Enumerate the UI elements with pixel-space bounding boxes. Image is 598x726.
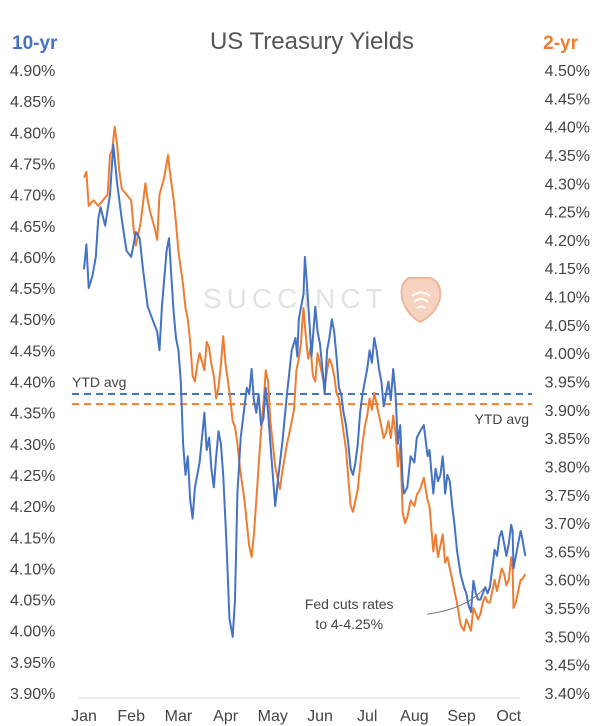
right-tick-label: 3.50% xyxy=(545,629,590,646)
x-tick-label: May xyxy=(258,708,288,725)
chart-title: US Treasury Yields xyxy=(210,28,414,55)
left-tick-label: 4.00% xyxy=(10,624,55,641)
x-tick-label: Feb xyxy=(117,708,145,725)
left-tick-label: 4.15% xyxy=(10,530,55,547)
right-tick-label: 3.55% xyxy=(545,601,590,618)
right-tick-label: 4.40% xyxy=(545,120,590,137)
right-axis-title: 2-yr xyxy=(543,33,578,54)
right-axis-ticks: 4.50% 4.45% 4.40% 4.35% 4.30% 4.25% 4.20% 4.15%… xyxy=(545,63,590,703)
right-tick-label: 3.90% xyxy=(545,403,590,420)
right-tick-label: 3.80% xyxy=(545,459,590,476)
right-tick-label: 4.50% xyxy=(545,63,590,80)
x-tick-label: Mar xyxy=(165,708,193,725)
left-tick-label: 4.10% xyxy=(10,561,55,578)
x-tick-label: Jul xyxy=(357,708,377,725)
left-tick-label: 4.55% xyxy=(10,281,55,298)
series-line-2yr xyxy=(83,125,527,632)
right-tick-label: 4.00% xyxy=(545,346,590,363)
left-tick-label: 4.70% xyxy=(10,188,55,205)
left-tick-label: 4.45% xyxy=(10,343,55,360)
right-tick-label: 4.25% xyxy=(545,205,590,222)
left-axis-title: 10-yr xyxy=(12,33,58,54)
right-tick-label: 3.65% xyxy=(545,544,590,561)
fed-cut-annotation-line2: to 4-4.25% xyxy=(315,616,383,632)
left-tick-label: 4.40% xyxy=(10,375,55,392)
right-tick-label: 3.45% xyxy=(545,658,590,675)
left-tick-label: 3.95% xyxy=(10,655,55,672)
watermark-shield-icon xyxy=(400,277,442,324)
right-tick-label: 3.95% xyxy=(545,375,590,392)
left-tick-label: 4.25% xyxy=(10,468,55,485)
x-tick-label: Jun xyxy=(307,708,333,725)
right-tick-label: 4.35% xyxy=(545,148,590,165)
left-tick-label: 4.75% xyxy=(10,156,55,173)
left-tick-label: 4.50% xyxy=(10,312,55,329)
left-tick-label: 4.35% xyxy=(10,406,55,423)
fed-cut-annotation-line1: Fed cuts rates xyxy=(305,596,394,612)
x-tick-label: Jan xyxy=(71,708,97,725)
left-tick-label: 4.60% xyxy=(10,250,55,267)
ytd-avg-2yr-label: YTD avg xyxy=(475,411,529,427)
left-tick-label: 4.30% xyxy=(10,437,55,454)
x-tick-label: Apr xyxy=(213,708,239,725)
right-tick-label: 4.30% xyxy=(545,176,590,193)
x-tick-label: Oct xyxy=(496,708,521,725)
left-tick-label: 4.80% xyxy=(10,125,55,142)
series-line-10yr xyxy=(83,143,527,638)
right-tick-label: 3.60% xyxy=(545,573,590,590)
left-tick-label: 4.05% xyxy=(10,593,55,610)
left-axis-ticks: 4.90% 4.85% 4.80% 4.75% 4.70% 4.65% 4.60% 4.55%… xyxy=(10,63,55,703)
right-tick-label: 3.85% xyxy=(545,431,590,448)
right-tick-label: 3.70% xyxy=(545,516,590,533)
left-tick-label: 4.90% xyxy=(10,63,55,80)
right-tick-label: 4.45% xyxy=(545,91,590,108)
left-tick-label: 3.90% xyxy=(10,686,55,703)
right-tick-label: 4.20% xyxy=(545,233,590,250)
x-axis-ticks: Jan Feb Mar Apr May Jun Jul Aug Sep Oct xyxy=(71,708,522,725)
right-tick-label: 3.75% xyxy=(545,488,590,505)
right-tick-label: 4.10% xyxy=(545,290,590,307)
watermark-text: SUCCINCT xyxy=(203,283,388,314)
right-tick-label: 3.40% xyxy=(545,686,590,703)
left-tick-label: 4.65% xyxy=(10,219,55,236)
fed-cut-leader-line xyxy=(427,586,486,615)
right-tick-label: 4.05% xyxy=(545,318,590,335)
left-tick-label: 4.85% xyxy=(10,94,55,111)
ytd-avg-10yr-label: YTD avg xyxy=(72,374,126,390)
x-tick-label: Aug xyxy=(400,708,428,725)
watermark: SUCCINCT xyxy=(203,277,442,324)
x-tick-label: Sep xyxy=(447,708,476,725)
right-tick-label: 4.15% xyxy=(545,261,590,278)
left-tick-label: 4.20% xyxy=(10,499,55,516)
